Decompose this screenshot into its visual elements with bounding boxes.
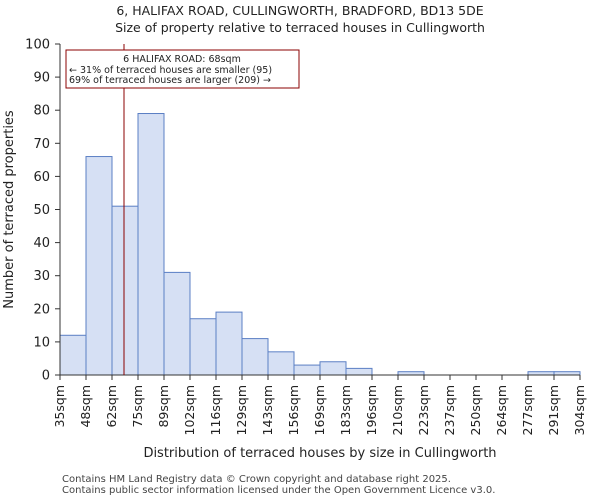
- x-tick-label: 35sqm: [52, 385, 67, 428]
- x-axis: 35sqm 48sqm 62sqm 75sqm 89sqm 102sqm 116sqm 129…: [52, 374, 587, 435]
- x-tick-label: 129sqm: [234, 385, 249, 435]
- bar-143sqm: [267, 351, 295, 376]
- footer-licence: Contains public sector information licen…: [62, 485, 496, 496]
- x-tick-label: 223sqm: [416, 385, 431, 435]
- y-tick-label: 100: [25, 38, 50, 53]
- bars-group: [59, 113, 581, 376]
- y-tick-label: 30: [33, 269, 50, 284]
- x-tick-label: 291sqm: [546, 385, 561, 435]
- y-tick-label: 70: [33, 137, 50, 152]
- bar-169sqm: [319, 361, 347, 376]
- bar-62sqm: [111, 205, 139, 376]
- x-tick-label: 102sqm: [182, 385, 197, 435]
- bar-75sqm: [137, 113, 165, 376]
- annotation-line-3: 69% of terraced houses are larger (209) …: [69, 75, 271, 86]
- x-tick-label: 196sqm: [364, 385, 379, 435]
- x-tick-label: 62sqm: [104, 385, 119, 428]
- x-axis-label: Distribution of terraced houses by size …: [143, 446, 496, 461]
- bar-129sqm: [241, 338, 269, 376]
- y-tick-label: 90: [33, 71, 50, 86]
- annotation-box: 6 HALIFAX ROAD: 68sqm ← 31% of terraced …: [65, 49, 300, 89]
- annotation-border: [65, 49, 300, 89]
- x-tick-label: 183sqm: [338, 385, 353, 435]
- bar-89sqm: [163, 271, 191, 376]
- bar-35sqm: [59, 334, 87, 376]
- y-tick-label: 0: [42, 369, 50, 384]
- y-axis-label: Number of terraced properties: [2, 110, 17, 309]
- x-tick-label: 116sqm: [208, 385, 223, 435]
- y-tick-label: 50: [33, 203, 50, 218]
- y-tick-label: 10: [33, 335, 50, 350]
- y-tick-label: 60: [33, 170, 50, 185]
- bar-116sqm: [215, 311, 243, 376]
- y-tick-label: 40: [33, 236, 50, 251]
- y-tick-label: 80: [33, 104, 50, 119]
- x-tick-label: 143sqm: [260, 385, 275, 435]
- chart-subtitle: Size of property relative to terraced ho…: [115, 20, 485, 35]
- x-tick-label: 277sqm: [520, 385, 535, 435]
- x-tick-label: 250sqm: [468, 385, 483, 435]
- footer-copyright: Contains HM Land Registry data © Crown c…: [62, 474, 451, 485]
- chart-title-address: 6, HALIFAX ROAD, CULLINGWORTH, BRADFORD,…: [116, 3, 484, 18]
- x-tick-label: 210sqm: [390, 385, 405, 435]
- bar-156sqm: [293, 364, 321, 376]
- x-tick-label: 169sqm: [312, 385, 327, 435]
- y-tick-label: 20: [33, 302, 50, 317]
- bar-102sqm: [189, 318, 217, 376]
- annotation-line-1: 6 HALIFAX ROAD: 68sqm: [123, 54, 241, 65]
- annotation-line-2: ← 31% of terraced houses are smaller (95…: [69, 65, 272, 76]
- x-tick-label: 75sqm: [130, 385, 145, 428]
- x-tick-label: 264sqm: [494, 385, 509, 435]
- x-tick-label: 48sqm: [78, 385, 93, 428]
- x-tick-label: 89sqm: [156, 385, 171, 428]
- bar-183sqm: [345, 367, 373, 376]
- x-tick-label: 304sqm: [572, 385, 587, 435]
- x-tick-label: 237sqm: [442, 385, 457, 435]
- bar-48sqm: [85, 156, 113, 376]
- y-axis: 0 10 20 30 40 50 60 70 80 90 100: [25, 38, 61, 384]
- x-tick-label: 156sqm: [286, 385, 301, 435]
